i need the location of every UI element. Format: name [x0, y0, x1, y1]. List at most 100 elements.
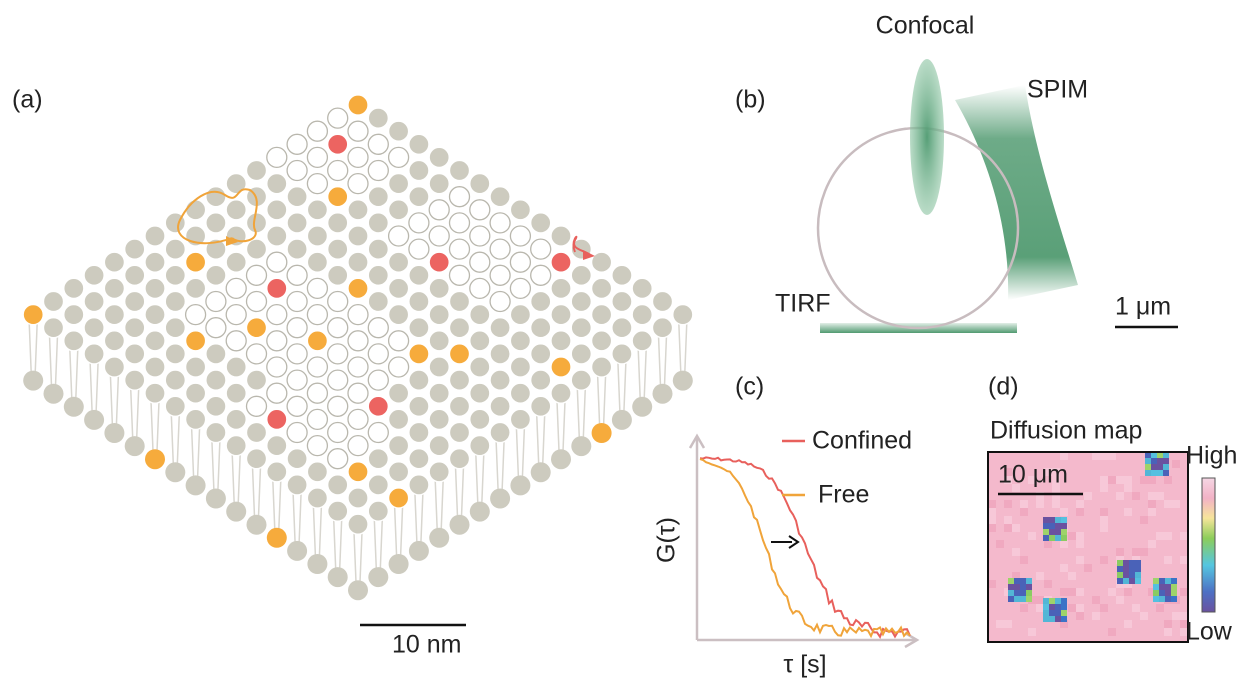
lipid-head [125, 436, 145, 456]
lipid-head [328, 239, 348, 259]
map-pixel [1020, 500, 1028, 508]
lipid-head [287, 239, 307, 259]
lipid-head [226, 383, 246, 403]
lipid-tail [313, 506, 315, 556]
map-pixel [1049, 598, 1055, 604]
lipid-head [531, 292, 551, 312]
lipid-head [348, 305, 368, 325]
lipid-tail [198, 427, 200, 477]
lipid-head [429, 226, 449, 246]
map-pixel [1004, 516, 1012, 524]
lipid-head [450, 239, 470, 259]
colorbar [1202, 478, 1215, 612]
lipid-head [226, 502, 246, 522]
map-pixel [1145, 458, 1151, 464]
lipid-head [409, 292, 429, 312]
lipid-head [247, 292, 267, 312]
lipid-head [44, 384, 64, 404]
map-pixel [1055, 529, 1061, 535]
lipid-head [592, 278, 612, 298]
map-pixel [1076, 532, 1084, 540]
lipid-head [348, 121, 368, 141]
map-pixel [1180, 588, 1188, 596]
lipid-head [490, 187, 510, 207]
panel-label: (c) [735, 373, 764, 401]
map-pixel [1020, 604, 1028, 612]
lipid-head [389, 305, 409, 325]
map-pixel [1020, 596, 1026, 602]
map-pixel [1020, 578, 1026, 584]
lipid-head [267, 226, 287, 246]
map-pixel [1117, 566, 1123, 572]
map-pixel [1116, 596, 1124, 604]
lipid-head [450, 265, 470, 285]
map-pixel [1061, 604, 1067, 610]
lipid-tail [401, 506, 403, 556]
lipid-head [531, 213, 551, 233]
lipid-head [348, 409, 368, 429]
lipid-tail [415, 493, 417, 543]
lipid-head [307, 147, 327, 167]
lipid-head [470, 436, 490, 456]
lipid-head [307, 409, 327, 429]
map-pixel [1148, 476, 1156, 484]
map-pixel [1123, 578, 1129, 584]
confined-curve [700, 457, 910, 636]
map-pixel [1171, 590, 1177, 596]
lipid-head [307, 462, 327, 482]
map-pixel [1043, 610, 1049, 616]
map-pixel [1124, 476, 1132, 484]
lipid-head [287, 318, 307, 338]
map-pixel [1055, 523, 1061, 529]
lipid-head [267, 200, 287, 220]
lipid-head [267, 252, 287, 272]
lipid-head [389, 488, 409, 508]
lipid-head [328, 134, 348, 154]
lipid-head [125, 344, 145, 364]
lipid-head [531, 265, 551, 285]
map-pixel [1124, 484, 1132, 492]
lipid-head [368, 265, 388, 285]
tirf-label: TIRF [775, 290, 831, 318]
lipid-head [389, 278, 409, 298]
lipid-head [44, 318, 64, 338]
lipid-head [165, 318, 185, 338]
lipid-head [165, 239, 185, 259]
map-pixel [1100, 508, 1108, 516]
map-pixel [1092, 612, 1100, 620]
map-pixel [1036, 572, 1044, 580]
lipid-head [247, 344, 267, 364]
lipid-head [165, 462, 185, 482]
lipid-head [287, 475, 307, 495]
map-pixel [1061, 517, 1067, 523]
map-pixel [1145, 464, 1151, 470]
map-pixel [1043, 517, 1049, 523]
lipid-head [226, 331, 246, 351]
lipid-head [409, 239, 429, 259]
lipid-head [267, 147, 287, 167]
lipid-head [490, 265, 510, 285]
map-pixel [1043, 535, 1049, 541]
lipid-head [368, 187, 388, 207]
lipid-head [328, 567, 348, 587]
map-pixel [1049, 616, 1055, 622]
lipid-tail [116, 375, 118, 425]
lipid-head [328, 318, 348, 338]
lipid-head [165, 265, 185, 285]
lipid-head [470, 331, 490, 351]
lipid-head [186, 331, 206, 351]
map-pixel [1129, 578, 1135, 584]
map-pixel [1076, 500, 1084, 508]
lipid-head [328, 213, 348, 233]
lipid-head [409, 213, 429, 233]
lipid-head [186, 383, 206, 403]
lipid-head [409, 134, 429, 154]
map-pixel [1055, 535, 1061, 541]
lipid-head [165, 396, 185, 416]
lipid-head [267, 528, 287, 548]
lipid-head [429, 436, 449, 456]
map-pixel [1156, 532, 1164, 540]
map-pixel [1140, 476, 1148, 484]
lipid-head [226, 436, 246, 456]
map-pixel [1055, 598, 1061, 604]
